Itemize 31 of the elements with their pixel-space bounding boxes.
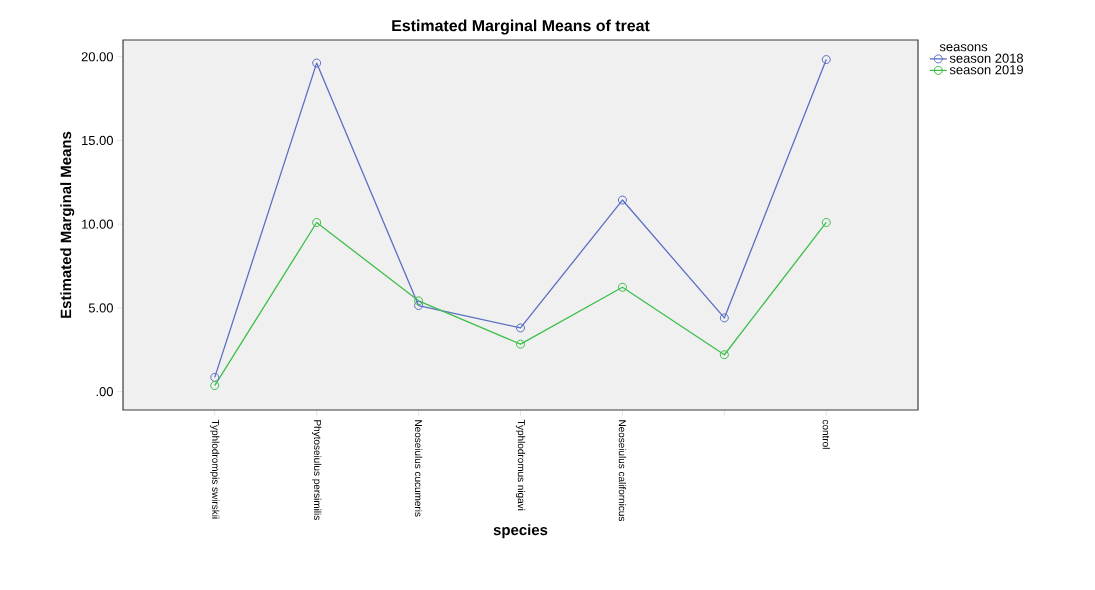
point [312, 217, 322, 227]
x-tick-label: Typhlodrompis swirskii [210, 419, 220, 519]
x-tick-label: control [822, 419, 830, 449]
point [516, 339, 526, 349]
legend-title: seasons [939, 44, 988, 52]
point [719, 313, 729, 323]
y-tick-label: 10.00 [82, 219, 113, 229]
point [617, 195, 627, 205]
point [210, 372, 220, 382]
y-axis-title: Estimated Marginal Means [60, 131, 75, 318]
y-tick-label: 5.00 [88, 303, 113, 313]
point [821, 55, 831, 65]
point [821, 217, 831, 227]
x-tick-label: Typhlodromus nigavi [515, 419, 526, 511]
x-tick-label: Neoseiulus cucumeris [414, 420, 423, 517]
point [719, 350, 729, 360]
x-axis-title: species [493, 524, 548, 539]
point [312, 58, 322, 68]
legend-label: season 2018 [949, 53, 1024, 63]
y-tick-label: 15.00 [82, 135, 113, 146]
y-tick-label: .00 [96, 386, 113, 397]
point [617, 282, 627, 292]
x-tick-label: Neoseiulus californicus [618, 420, 627, 522]
y-tick-label: 20.00 [81, 52, 113, 62]
chart-title: Estimated Marginal Means of treat [392, 19, 650, 35]
point [414, 301, 424, 311]
legend-label: season 2019 [949, 65, 1023, 75]
point [516, 323, 526, 333]
point [210, 381, 220, 391]
x-tick-label: Phytoseiulus persimilis [312, 420, 322, 520]
point [414, 296, 424, 306]
